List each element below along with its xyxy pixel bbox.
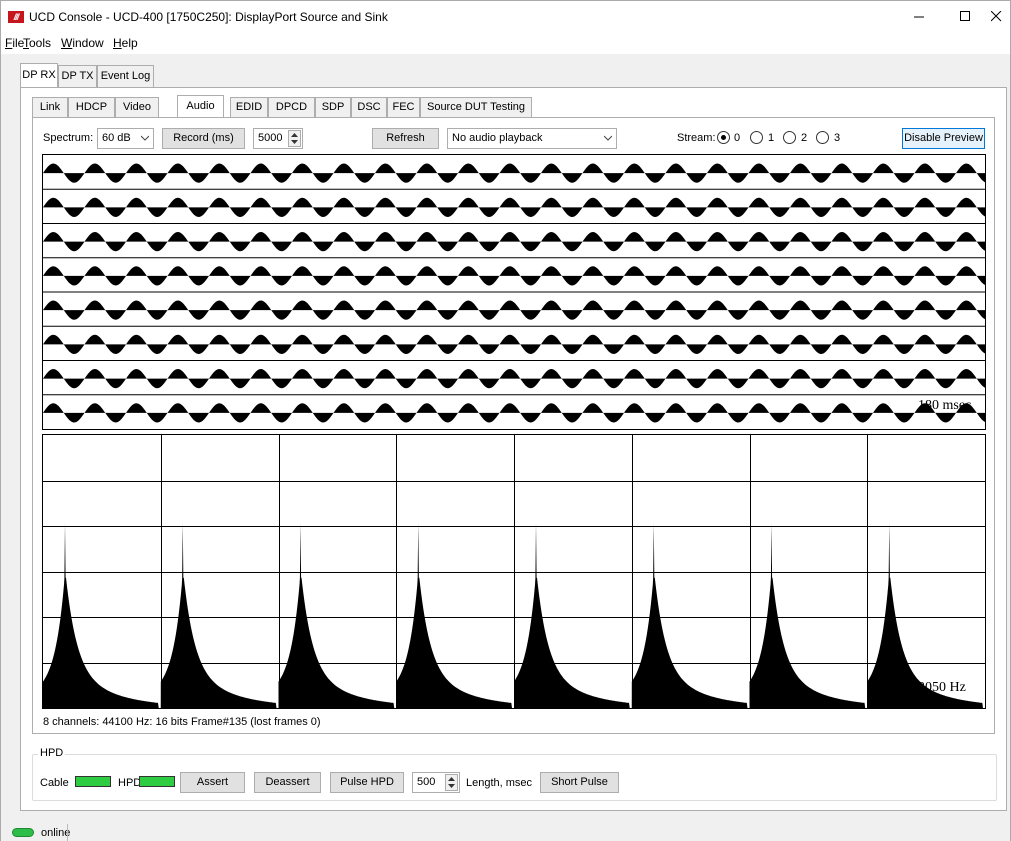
cable-label: Cable — [40, 777, 69, 789]
stream-radio-2-label: 2 — [801, 132, 808, 144]
online-status: online — [41, 827, 71, 839]
window-title: UCD Console - UCD-400 [1750C250]: Displa… — [29, 10, 388, 24]
waveform-channel-5 — [43, 334, 985, 354]
status-bar — [1, 823, 1010, 841]
spectrum-freq-label: 22050 Hz — [911, 680, 966, 695]
length-msec-label: Length, msec — [466, 777, 533, 789]
waveform-canvas — [43, 163, 985, 423]
maximize-icon — [959, 11, 970, 21]
record-ms-value: 5000 — [258, 132, 283, 144]
record-button[interactable]: Record (ms) — [162, 128, 245, 149]
close-icon — [990, 11, 1001, 22]
maximize-button[interactable] — [942, 1, 988, 32]
spectrum-label: Spectrum: — [43, 132, 94, 144]
assert-button[interactable]: Assert — [180, 772, 245, 793]
hpd-led-indicator — [139, 776, 175, 787]
status-separator — [67, 824, 68, 841]
stream-radio-0-label: 0 — [734, 132, 741, 144]
spectrum-channel-4 — [514, 523, 630, 708]
tab-source-dut-testing[interactable]: Source DUT Testing — [420, 97, 532, 117]
online-led-indicator — [12, 828, 34, 837]
playback-value: No audio playback — [452, 132, 543, 144]
tab-dp-rx[interactable]: DP RX — [20, 63, 58, 87]
tab-dp-tx[interactable]: DP TX — [58, 65, 97, 87]
stream-radio-2[interactable] — [783, 131, 796, 144]
waveform-channel-3 — [43, 266, 985, 286]
waveform-channel-7 — [43, 403, 985, 423]
menu-file[interactable]: File — [5, 36, 25, 50]
tab-dsc[interactable]: DSC — [351, 97, 387, 117]
short-pulse-button[interactable]: Short Pulse — [540, 772, 619, 793]
spin-arrows-icon[interactable] — [445, 774, 458, 791]
tab-edid[interactable]: EDID — [230, 97, 268, 117]
spectrum-channel-1 — [160, 523, 277, 708]
stream-radio-1-label: 1 — [768, 132, 775, 144]
waveform-channel-0 — [43, 163, 985, 183]
chevron-down-icon — [604, 135, 612, 141]
deassert-button[interactable]: Deassert — [254, 772, 321, 793]
waveform-channel-4 — [43, 300, 985, 320]
stream-radio-3-label: 3 — [834, 132, 841, 144]
tab-audio[interactable]: Audio — [177, 95, 224, 117]
refresh-button[interactable]: Refresh — [372, 128, 439, 149]
tab-hdcp[interactable]: HDCP — [68, 97, 115, 117]
spectrum-channel-2 — [278, 523, 395, 708]
spectrum-value: 60 dB — [102, 132, 131, 144]
waveform-channel-2 — [43, 232, 985, 252]
hpd-group — [32, 754, 997, 801]
minimize-button[interactable] — [896, 1, 942, 32]
spectrum-channel-7 — [867, 523, 983, 708]
spectrum-channel-5 — [631, 523, 748, 708]
waveform-channel-6 — [43, 369, 985, 389]
stream-label: Stream: — [677, 132, 716, 144]
spin-arrows-icon[interactable] — [288, 130, 301, 147]
spectrum-canvas — [43, 435, 985, 708]
menu-help[interactable]: Help — [113, 36, 138, 50]
tab-video[interactable]: Video — [115, 97, 159, 117]
spectrum-display: 22050 Hz — [42, 434, 986, 709]
tab-sdp[interactable]: SDP — [315, 97, 351, 117]
app-logo-icon: /// — [8, 11, 24, 23]
spectrum-channel-6 — [749, 523, 866, 708]
minimize-icon — [913, 16, 924, 18]
tab-event-log[interactable]: Event Log — [97, 65, 154, 87]
close-button[interactable] — [973, 1, 1011, 32]
tab-fec[interactable]: FEC — [387, 97, 420, 117]
playback-select[interactable]: No audio playback — [447, 128, 617, 149]
title-bar[interactable]: /// UCD Console - UCD-400 [1750C250]: Di… — [1, 1, 1010, 32]
spectrum-select[interactable]: 60 dB — [97, 128, 154, 149]
pulse-hpd-button[interactable]: Pulse HPD — [330, 772, 404, 793]
hpd-group-title: HPD — [38, 747, 66, 759]
waveform-time-label: 180 msec — [918, 398, 972, 413]
tab-dpcd[interactable]: DPCD — [268, 97, 315, 117]
pulse-length-value: 500 — [417, 776, 436, 788]
menu-window[interactable]: Window — [61, 36, 104, 50]
menu-bar: File Tools Window Help — [1, 32, 1010, 54]
cable-led-indicator — [75, 776, 111, 787]
chevron-down-icon — [141, 135, 149, 141]
hpd-label: HPD — [118, 777, 142, 789]
waveform-display: 180 msec — [42, 154, 986, 430]
spectrum-channel-0 — [43, 523, 159, 708]
waveform-channel-1 — [43, 197, 985, 217]
disable-preview-button[interactable]: Disable Preview — [902, 128, 985, 149]
spectrum-channel-3 — [396, 523, 512, 708]
audio-format-status: 8 channels: 44100 Hz: 16 bits Frame#135 … — [43, 716, 321, 728]
record-ms-stepper[interactable]: 5000 — [253, 128, 303, 149]
stream-radio-1[interactable] — [750, 131, 763, 144]
pulse-length-stepper[interactable]: 500 — [412, 772, 460, 793]
menu-tools[interactable]: Tools — [23, 36, 52, 50]
stream-radio-0[interactable] — [717, 131, 730, 144]
tab-link[interactable]: Link — [32, 97, 68, 117]
stream-radio-3[interactable] — [816, 131, 829, 144]
